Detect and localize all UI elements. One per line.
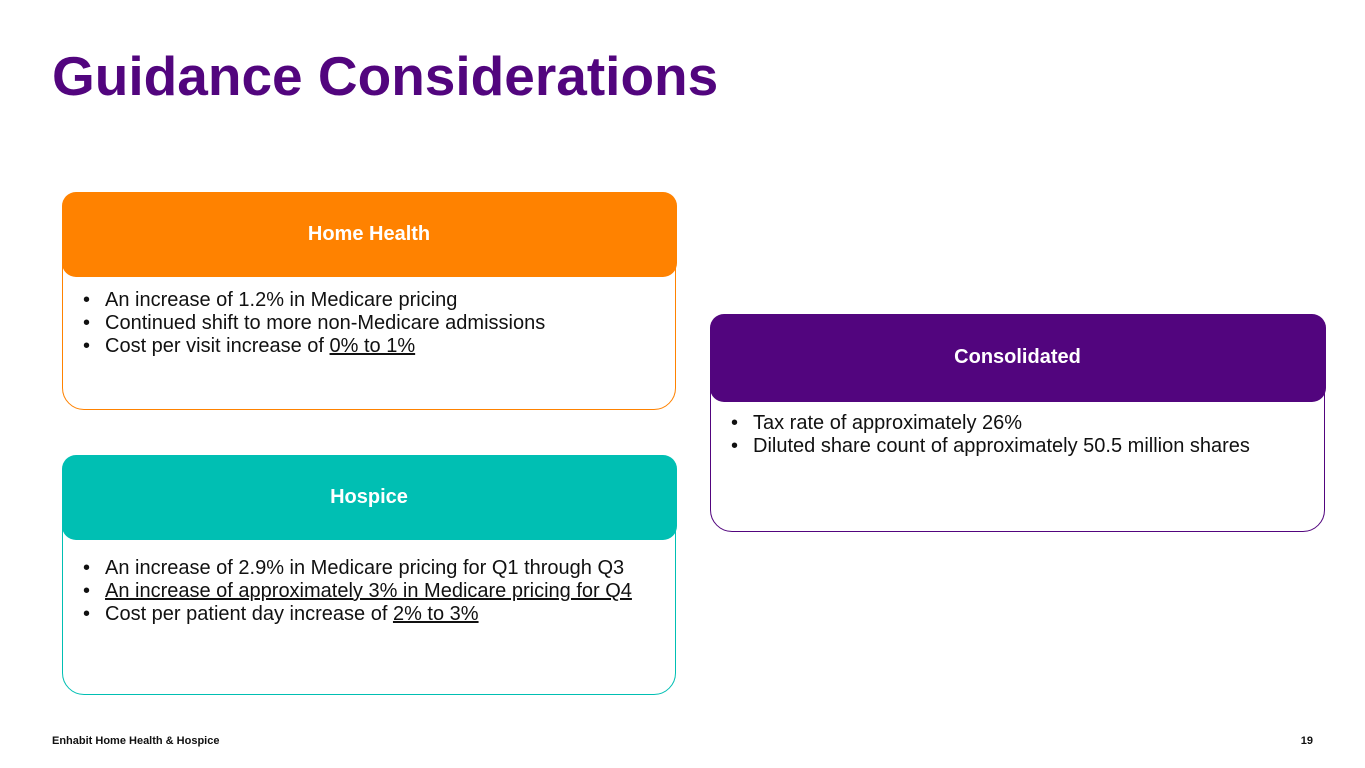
home-health-card: Home Health An increase of 1.2% in Medic… [61,191,677,410]
page-title: Guidance Considerations [52,45,719,107]
bullet-item: Cost per patient day increase of 2% to 3… [83,603,643,626]
consolidated-bullets: Tax rate of approximately 26% Diluted sh… [731,412,1291,458]
bullet-item: Diluted share count of approximately 50.… [731,435,1291,458]
hospice-card: Hospice An increase of 2.9% in Medicare … [61,454,677,695]
bullet-underlined-text: An increase of approximately 3% in Medic… [105,580,632,602]
home-health-header: Home Health [61,191,677,277]
bullet-item: An increase of approximately 3% in Medic… [83,580,643,603]
page-number: 19 [1300,735,1313,747]
bullet-text: An increase of 2.9% in Medicare pricing … [105,557,625,579]
bullet-text: Cost per visit increase of [105,335,330,357]
bullet-text: Continued shift to more non-Medicare adm… [105,312,546,334]
bullet-item: Cost per visit increase of 0% to 1% [83,335,653,358]
footer-company: Enhabit Home Health & Hospice [52,735,220,747]
consolidated-card: Consolidated Tax rate of approximately 2… [709,313,1326,532]
home-health-bullets: An increase of 1.2% in Medicare pricing … [83,289,653,358]
bullet-text: An increase of 1.2% in Medicare pricing [105,289,458,311]
bullet-underlined-text: 0% to 1% [329,335,416,357]
bullet-text: Tax rate of approximately 26% [753,412,1023,434]
bullet-item: An increase of 2.9% in Medicare pricing … [83,557,643,580]
bullet-underlined-text: 2% to 3% [392,603,479,625]
bullet-item: An increase of 1.2% in Medicare pricing [83,289,653,312]
bullet-text: Diluted share count of approximately 50.… [753,435,1250,457]
bullet-item: Tax rate of approximately 26% [731,412,1291,435]
bullet-text: Cost per patient day increase of [105,603,393,625]
hospice-header: Hospice [61,454,677,540]
consolidated-header: Consolidated [709,313,1326,402]
hospice-bullets: An increase of 2.9% in Medicare pricing … [83,557,643,626]
bullet-item: Continued shift to more non-Medicare adm… [83,312,653,335]
